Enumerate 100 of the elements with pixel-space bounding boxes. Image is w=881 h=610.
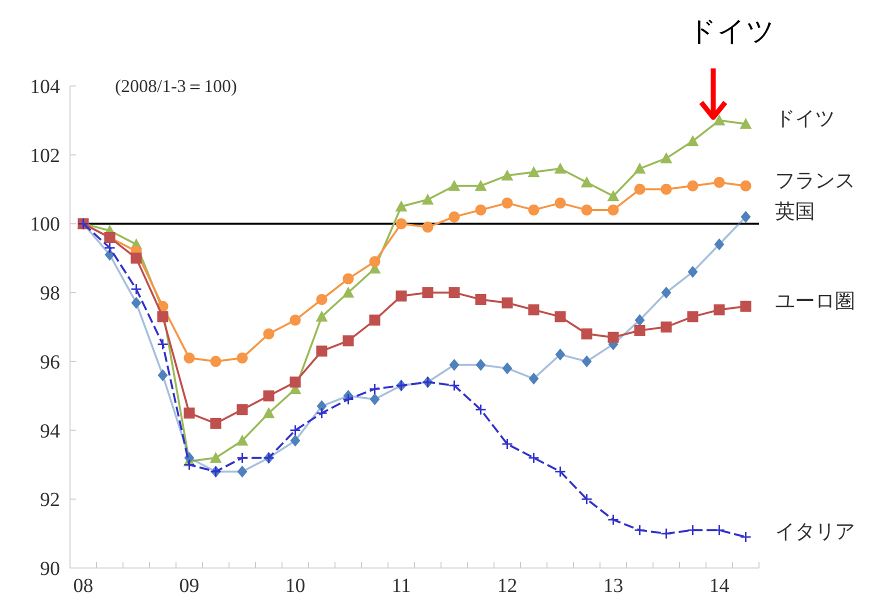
x-tick-label: 09 (179, 575, 200, 597)
point (608, 332, 619, 343)
x-tick-label: 14 (709, 575, 730, 597)
point (370, 393, 380, 406)
point (290, 434, 300, 447)
point (316, 294, 328, 305)
point (528, 166, 540, 178)
point (210, 452, 222, 463)
point (634, 184, 646, 195)
point (502, 362, 512, 374)
point (608, 514, 619, 526)
point (554, 466, 566, 478)
point (290, 424, 301, 436)
point (581, 328, 592, 340)
point (581, 204, 592, 216)
point (502, 438, 513, 450)
point (104, 242, 116, 254)
y-tick-label: 104 (30, 76, 60, 98)
series-label: ユーロ圏 (775, 290, 855, 312)
point (714, 176, 725, 188)
point (580, 176, 593, 188)
point (528, 304, 540, 316)
point (660, 322, 672, 332)
point (210, 418, 222, 429)
point (448, 180, 460, 191)
point (688, 266, 698, 278)
point (687, 524, 698, 536)
point (396, 290, 407, 302)
x-tick-label: 11 (392, 575, 411, 597)
point (634, 162, 646, 174)
point (157, 338, 168, 350)
point (608, 204, 619, 216)
point (740, 300, 752, 312)
point (686, 135, 699, 146)
point (607, 190, 620, 202)
point (290, 376, 301, 388)
point (528, 452, 540, 464)
point (236, 452, 248, 464)
point (184, 352, 195, 364)
point (236, 434, 248, 446)
point (422, 222, 434, 233)
point (422, 287, 434, 298)
point (502, 198, 513, 209)
series-label: 英国 (775, 200, 815, 223)
point (714, 304, 725, 316)
point (660, 184, 672, 195)
y-tick-label: 94 (40, 420, 60, 442)
point (422, 194, 434, 205)
point (449, 358, 460, 371)
point (502, 297, 513, 308)
x-tick-label: 12 (497, 575, 518, 597)
point (475, 204, 486, 216)
point (713, 114, 726, 126)
point (342, 286, 354, 298)
point (634, 314, 645, 326)
y-tick-label: 100 (30, 214, 60, 236)
point (740, 210, 751, 223)
point (184, 458, 195, 470)
point (660, 152, 672, 164)
point (316, 400, 327, 412)
y-tick-label: 102 (30, 144, 60, 167)
annotation: ドイツ (688, 14, 775, 48)
point (634, 524, 646, 536)
point (130, 252, 142, 264)
point (448, 211, 460, 222)
point (263, 328, 274, 340)
point (555, 348, 566, 361)
y-tick-label: 92 (40, 489, 60, 512)
point (184, 408, 195, 419)
point (158, 369, 168, 382)
x-tick-label: 10 (285, 575, 306, 597)
point (554, 311, 566, 322)
point (501, 170, 514, 181)
point (740, 531, 752, 543)
point (130, 283, 142, 295)
point (342, 273, 354, 284)
series-label: イタリア (775, 521, 855, 544)
point (714, 238, 724, 250)
point (290, 314, 301, 326)
y-tick-label: 98 (40, 282, 60, 305)
point (131, 296, 142, 309)
point (661, 286, 672, 299)
point (342, 394, 354, 406)
point (474, 180, 487, 191)
point (554, 198, 566, 209)
point (396, 218, 407, 230)
point (316, 407, 328, 419)
point (660, 528, 672, 540)
point (687, 311, 698, 322)
point (369, 256, 380, 268)
x-tick-label: 13 (603, 575, 624, 597)
point (714, 524, 725, 536)
point (157, 311, 168, 322)
series-label: ドイツ (775, 108, 835, 130)
point (395, 200, 408, 212)
point (263, 390, 274, 402)
point (740, 118, 752, 129)
point (237, 466, 248, 478)
point (528, 204, 540, 216)
point (262, 407, 275, 418)
